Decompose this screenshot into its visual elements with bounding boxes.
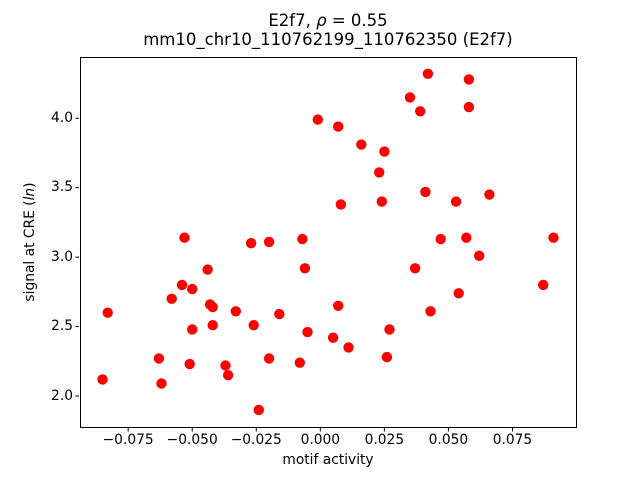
chart-title: E2f7, ρ = 0.55 xyxy=(80,11,576,30)
chart-title-rho-symbol: ρ xyxy=(316,11,327,30)
data-point xyxy=(422,68,434,80)
data-point xyxy=(404,92,416,103)
y-axis-label-ln: ln xyxy=(22,187,38,201)
data-point xyxy=(538,279,549,291)
data-point xyxy=(409,263,421,274)
data-point xyxy=(548,232,559,243)
data-point xyxy=(379,146,390,157)
data-point xyxy=(253,404,264,416)
data-point xyxy=(384,324,395,335)
data-point xyxy=(156,378,167,389)
data-point xyxy=(425,306,436,317)
x-tick-label: 0.025 xyxy=(364,432,405,448)
data-point xyxy=(299,263,311,274)
data-point xyxy=(263,236,275,248)
y-tick-label: 3.0 xyxy=(51,248,73,265)
data-point xyxy=(312,114,323,125)
data-point xyxy=(374,167,385,178)
data-point xyxy=(327,332,339,343)
data-point xyxy=(202,264,213,275)
data-point xyxy=(245,238,257,249)
data-point xyxy=(356,139,367,150)
data-point xyxy=(176,279,188,291)
data-point xyxy=(335,199,346,210)
data-point xyxy=(463,74,475,85)
data-point xyxy=(450,196,462,207)
x-tick-label: 0.075 xyxy=(492,432,533,448)
y-axis-label: signal at CRE (ln) xyxy=(22,182,38,301)
data-point xyxy=(435,233,446,245)
data-point xyxy=(453,288,464,299)
data-point xyxy=(376,196,387,207)
x-tick-label: 0.050 xyxy=(428,432,469,448)
data-point xyxy=(294,357,305,368)
data-point xyxy=(220,360,231,371)
data-point xyxy=(333,300,344,311)
data-point xyxy=(461,232,472,243)
chart-title-block: E2f7, ρ = 0.55 mm10_chr10_110762199_1107… xyxy=(80,11,576,49)
chart-subtitle: mm10_chr10_110762199_110762350 (E2f7) xyxy=(143,30,513,49)
chart-title-text: E2f7, xyxy=(268,11,317,30)
data-point xyxy=(302,326,313,338)
data-point xyxy=(184,358,195,370)
data-point xyxy=(166,293,177,304)
data-point xyxy=(420,186,431,198)
x-tick-label: −0.075 xyxy=(102,432,154,448)
data-point xyxy=(153,353,165,364)
data-point xyxy=(179,232,190,243)
data-point xyxy=(333,121,344,132)
data-point xyxy=(222,370,234,381)
y-axis-label-close: ) xyxy=(22,182,38,188)
x-tick-label: 0.000 xyxy=(300,432,341,448)
data-point xyxy=(230,306,241,317)
y-tick-label: 2.0 xyxy=(51,387,73,404)
data-point xyxy=(207,320,218,331)
x-axis-label: motif activity xyxy=(282,452,374,468)
data-point xyxy=(97,374,108,385)
x-tick-label: −0.025 xyxy=(230,432,282,448)
data-point xyxy=(263,353,275,364)
data-point xyxy=(187,283,198,295)
data-point xyxy=(484,189,495,200)
data-point xyxy=(415,106,426,117)
y-tick-label: 2.5 xyxy=(51,318,73,335)
data-point xyxy=(343,342,354,353)
y-tick-label: 4.0 xyxy=(51,109,73,126)
chart-title-value: = 0.55 xyxy=(326,11,388,30)
data-point xyxy=(381,351,393,363)
data-point xyxy=(274,308,285,320)
y-axis-label-text: signal at CRE ( xyxy=(22,200,38,302)
data-point xyxy=(187,324,198,335)
y-tick-label: 3.5 xyxy=(51,179,73,196)
data-point xyxy=(297,233,308,245)
data-point xyxy=(102,307,113,318)
data-point xyxy=(248,320,259,331)
data-point xyxy=(207,301,218,313)
plot-frame xyxy=(80,57,577,428)
data-point xyxy=(463,101,475,113)
x-tick-label: −0.050 xyxy=(166,432,218,448)
data-point xyxy=(474,250,485,261)
